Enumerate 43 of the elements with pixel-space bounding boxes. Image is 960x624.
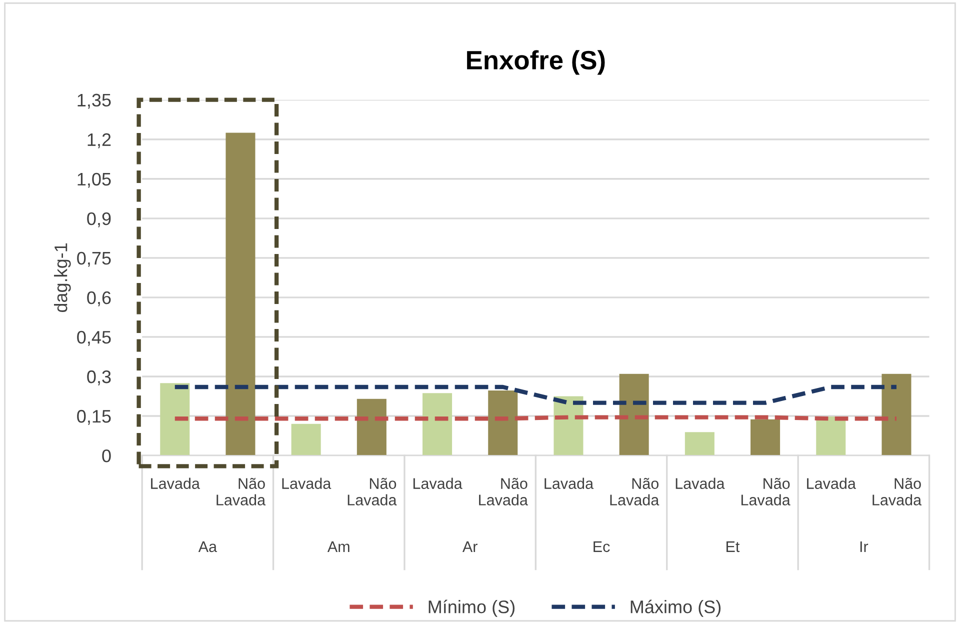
x-tick-label: Não Lavada xyxy=(348,478,397,506)
y-tick-label: 0,45 xyxy=(77,330,111,346)
text: Aa xyxy=(198,541,218,552)
bar xyxy=(816,416,846,456)
bar xyxy=(488,390,518,456)
y-tick-label: 0,75 xyxy=(77,252,111,267)
text: Am xyxy=(327,541,350,552)
y-tick-label: 0,6 xyxy=(87,291,111,306)
bar xyxy=(226,132,256,456)
legend-label: Máximo (S) xyxy=(630,600,721,617)
x-tick-label: Não Lavada xyxy=(741,478,790,506)
x-tick-label: Não Lavada xyxy=(216,478,266,506)
y-axis-title: dag.kg-1 xyxy=(54,243,71,312)
bar xyxy=(619,374,649,456)
y-tick-label: 1,35 xyxy=(78,94,111,109)
bar xyxy=(422,393,452,456)
x-tick-label: Lavada xyxy=(282,478,332,489)
text: Ar xyxy=(462,541,478,552)
bar xyxy=(882,374,912,456)
y-tick-label: 1,2 xyxy=(88,133,111,148)
y-tick-label: 1,05 xyxy=(78,172,111,188)
text: Ec xyxy=(594,541,610,552)
text: Ir xyxy=(860,541,868,552)
x-tick-label: Lavada xyxy=(151,478,200,489)
legend-label: Mínimo (S) xyxy=(428,600,514,617)
bar xyxy=(750,419,780,456)
bar xyxy=(160,383,190,456)
y-tick-label: 0 xyxy=(102,449,111,462)
x-tick-label: Lavada xyxy=(807,478,856,489)
y-tick-label: 0,3 xyxy=(87,370,111,386)
x-tick-label: Lavada xyxy=(544,478,594,489)
bar xyxy=(356,398,386,456)
x-tick-label: Lavada xyxy=(676,478,725,489)
x-tick-label: Não Lavada xyxy=(610,478,660,506)
bar xyxy=(684,432,714,456)
y-tick-label: 0,9 xyxy=(87,212,111,228)
bar xyxy=(291,424,321,456)
x-tick-label: Não Lavada xyxy=(479,478,528,506)
y-tick-label: 0,15 xyxy=(77,410,111,425)
chart-title: Enxofre (S) xyxy=(467,50,605,75)
text: Et xyxy=(726,541,740,552)
x-tick-label: Não Lavada xyxy=(872,478,922,506)
x-tick-label: Lavada xyxy=(413,478,462,489)
